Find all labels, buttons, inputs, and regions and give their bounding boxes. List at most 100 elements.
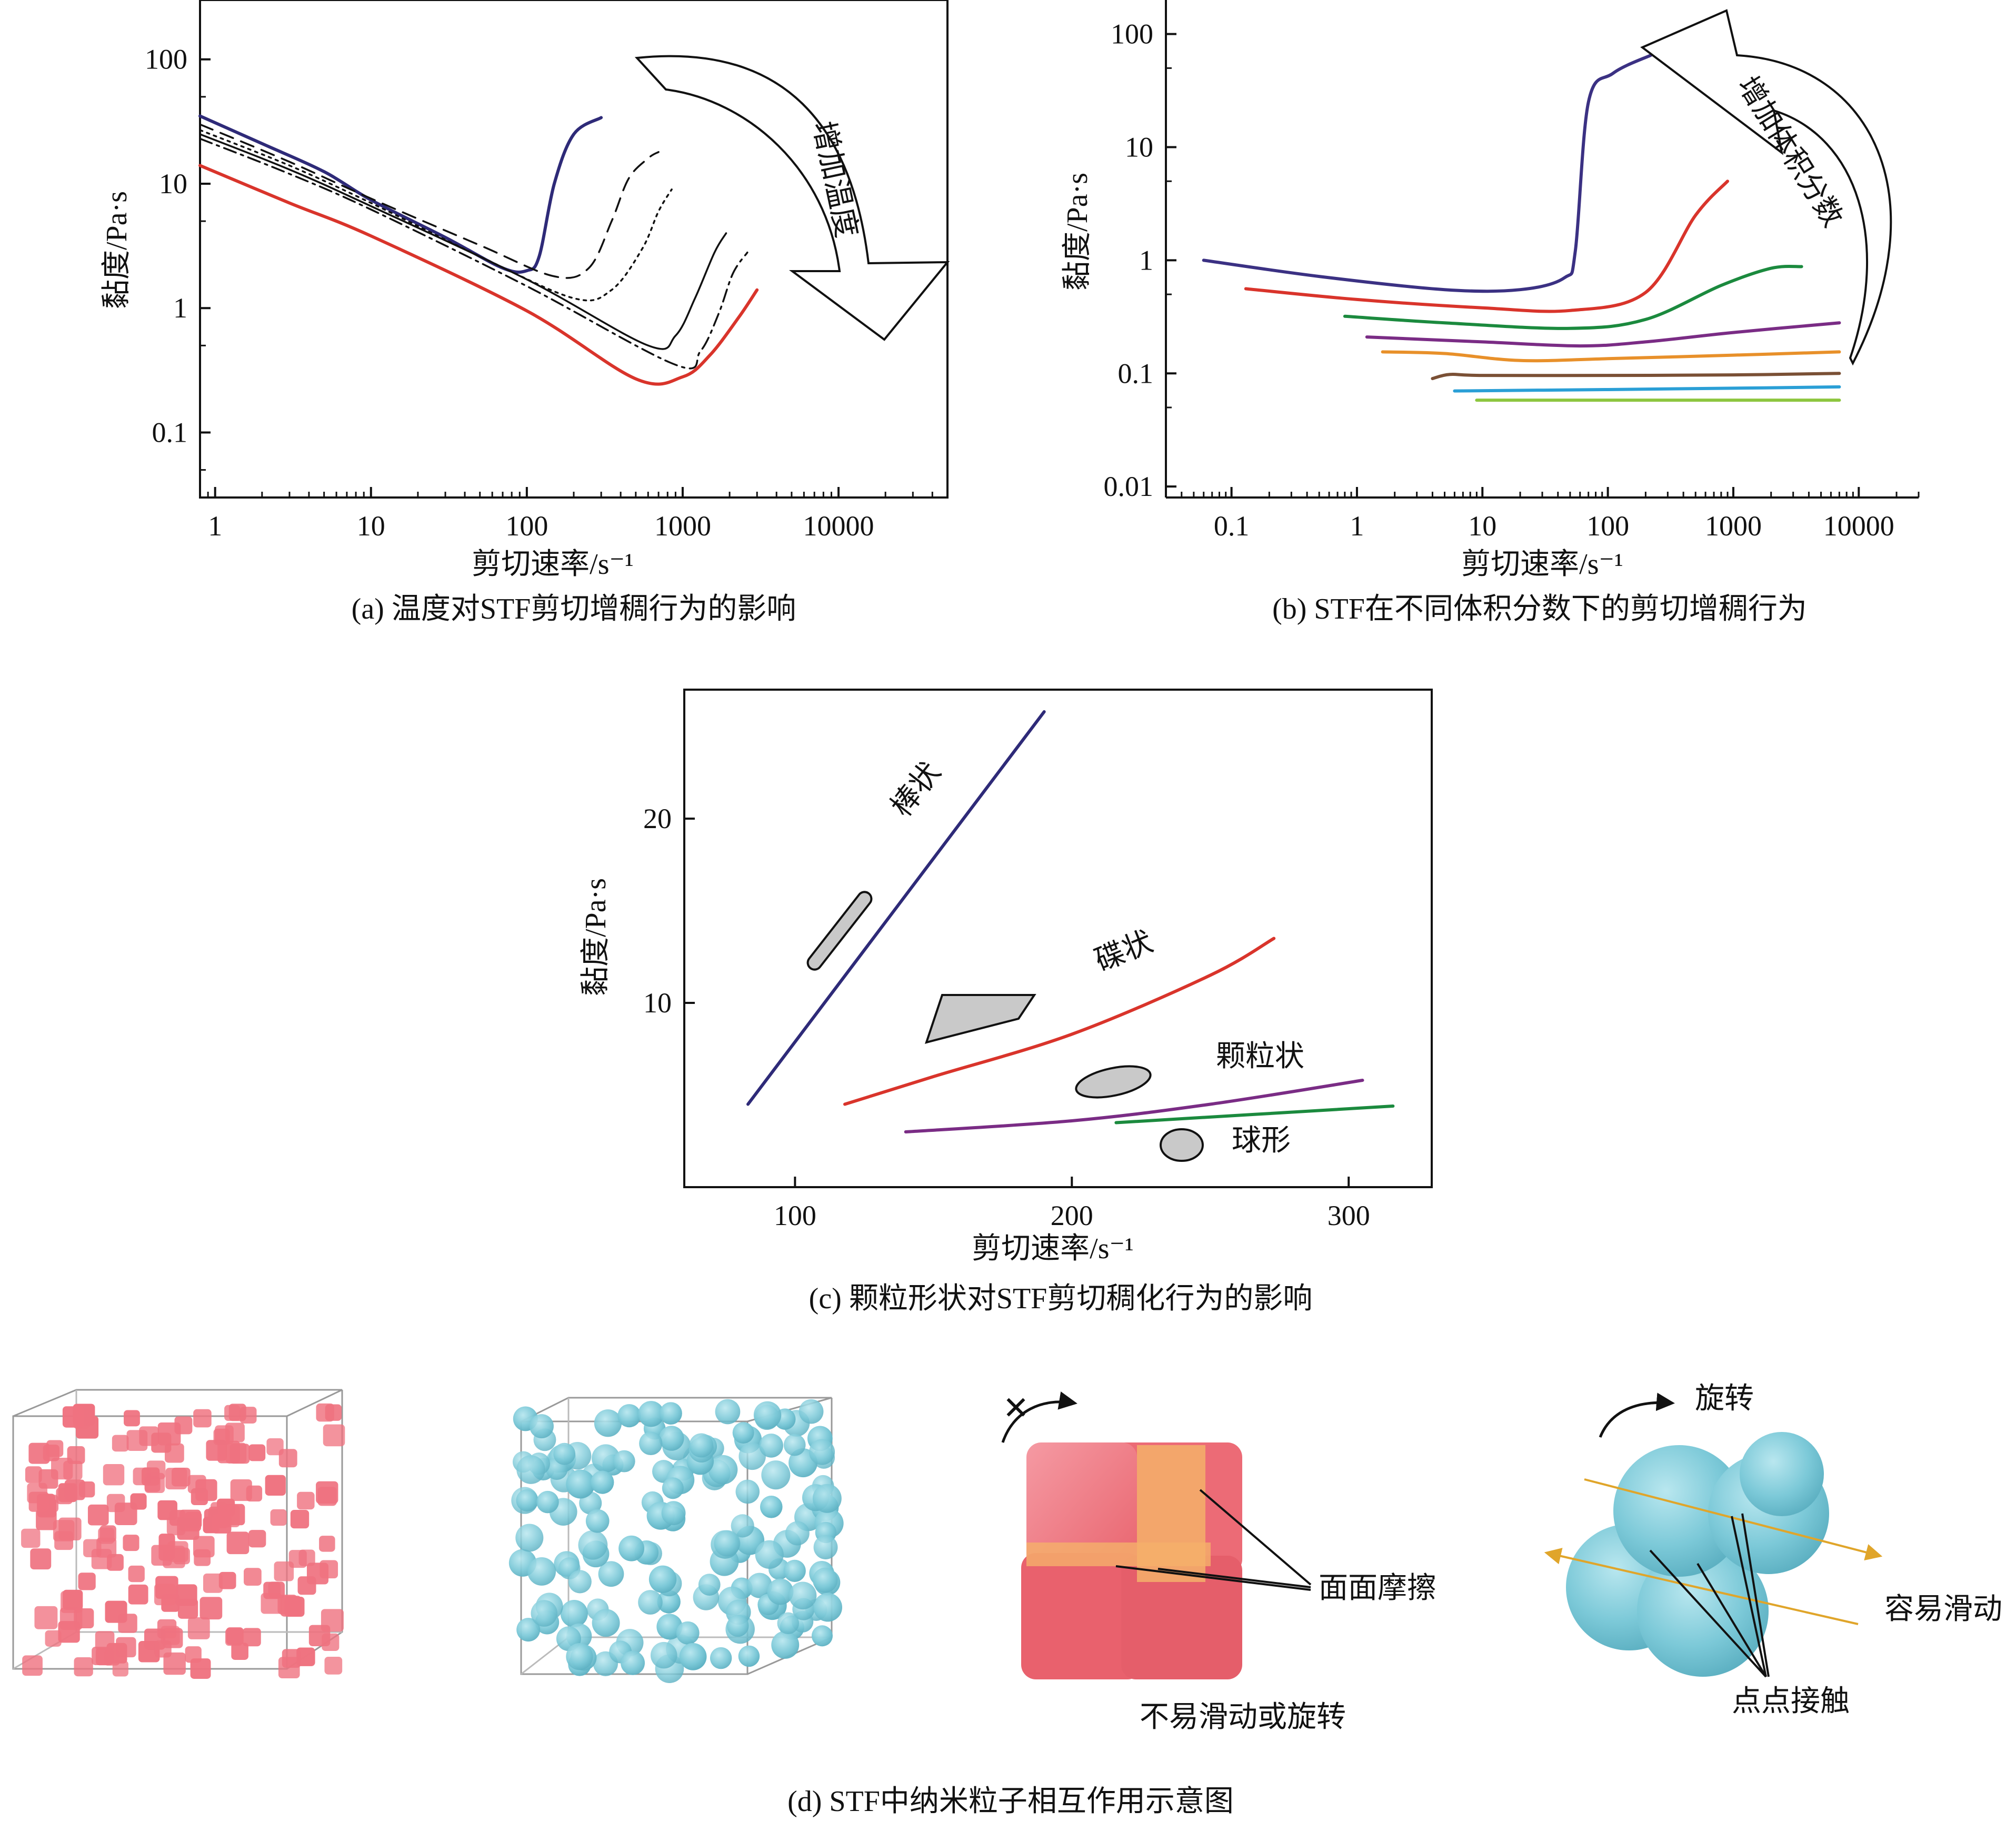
sphere-particle xyxy=(553,1442,576,1465)
sphere-particle xyxy=(799,1399,824,1424)
sphere-particle xyxy=(659,1426,684,1451)
sphere-particle-box xyxy=(508,1397,844,1683)
cube-particle xyxy=(128,1565,145,1583)
sphere-particle xyxy=(783,1434,806,1456)
cube-particle xyxy=(165,1468,187,1490)
panel-b-series-4 xyxy=(1365,321,1841,348)
cube-particle xyxy=(21,1528,41,1548)
cube-particle xyxy=(25,1466,42,1483)
cube-particle xyxy=(163,1652,186,1675)
sphere-particle xyxy=(592,1609,620,1637)
cube-particle xyxy=(112,1660,128,1677)
sphere-particle xyxy=(598,1561,624,1587)
cube-particle xyxy=(297,1576,316,1595)
sphere-particle xyxy=(516,1618,541,1642)
panel-c-x-tick-label: 300 xyxy=(1328,1200,1370,1231)
cube-particle xyxy=(320,1560,338,1579)
panel-a-x-tick-label: 1 xyxy=(208,510,222,542)
sphere-particle xyxy=(813,1593,842,1622)
cube-particle xyxy=(126,1430,148,1451)
panel-b-x-tick-label: 0.1 xyxy=(1214,510,1250,542)
sphere-particle xyxy=(726,1615,749,1637)
cube-particle xyxy=(193,1409,212,1428)
panel-c-series-2 xyxy=(843,937,1276,1106)
cube-particle xyxy=(58,1621,80,1643)
sphere-particle xyxy=(560,1600,588,1628)
cube-particle xyxy=(282,1649,301,1668)
panel-c-series-label: 颗粒状 xyxy=(1216,1040,1304,1073)
panel-a-series-5 xyxy=(199,137,748,370)
sphere-particle xyxy=(738,1442,766,1470)
sphere-particle xyxy=(761,1460,791,1490)
rotation-blocked-arrow xyxy=(1001,1391,1077,1443)
cube-particle xyxy=(87,1504,109,1526)
panel-b-caption: (b) STF在不同体积分数下的剪切增稠行为 xyxy=(1272,593,1807,625)
cube-particle xyxy=(74,1657,93,1677)
blocked-cross-icon: ✕ xyxy=(1003,1391,1029,1426)
cube-particle xyxy=(270,1509,287,1526)
sphere-particle xyxy=(531,1600,558,1627)
cube-particle xyxy=(28,1491,49,1512)
sphere-particle xyxy=(638,1590,663,1615)
volume-fraction-arrow xyxy=(1640,9,1892,366)
disc-shape-icon xyxy=(924,994,1036,1044)
panel-c-x-tick-label: 200 xyxy=(1051,1200,1093,1231)
sphere-particle xyxy=(656,1614,683,1640)
sphere-particle xyxy=(747,1573,773,1598)
panel-a-xlabel: 剪切速率/s⁻¹ xyxy=(472,548,634,581)
panel-a: 1 10 100 1000 10000 0.1 1 10 100 增加温度 剪切速率/s⁻¹ 黏… xyxy=(101,0,950,625)
cube-particle xyxy=(185,1646,202,1663)
cube-particle xyxy=(230,1479,252,1501)
cube-particle xyxy=(322,1633,340,1651)
sphere-particle xyxy=(585,1509,610,1533)
sphere-particle xyxy=(759,1434,783,1458)
cube-particle xyxy=(248,1444,266,1461)
panel-b-series-3 xyxy=(1343,264,1803,330)
cube-particle xyxy=(187,1617,210,1639)
cube-particle xyxy=(217,1440,240,1464)
cube-particle-box xyxy=(12,1389,345,1679)
cube-particle xyxy=(22,1655,43,1676)
sphere-particle xyxy=(811,1625,833,1647)
panel-a-series-4 xyxy=(199,133,727,350)
rotate-label: 旋转 xyxy=(1695,1382,1754,1415)
panel-b-arrow: 增加体积分数 xyxy=(1640,9,1892,366)
sphere-particle xyxy=(648,1565,677,1593)
cube-cluster: ✕ 面面摩擦 不易滑动或旋转 xyxy=(1001,1391,1436,1734)
sphere-particle xyxy=(650,1641,677,1669)
cube-particle xyxy=(226,1531,249,1555)
sphere-particle xyxy=(698,1574,721,1596)
panel-c-x-tick-label: 100 xyxy=(774,1200,816,1231)
cube-particle xyxy=(290,1509,310,1529)
cube-particle xyxy=(242,1628,261,1647)
sphere-particle xyxy=(527,1557,556,1586)
cube-particle xyxy=(106,1643,127,1664)
panel-c-series-4 xyxy=(1114,1104,1395,1125)
panel-d: ✕ 面面摩擦 不易滑动或旋转 旋转 xyxy=(12,1382,2002,1818)
cube-particle xyxy=(128,1584,148,1605)
rod-shape-icon xyxy=(806,891,873,971)
slide-arrow-lower xyxy=(1544,1548,1859,1625)
cube-particle xyxy=(34,1606,58,1629)
sphere-particle xyxy=(715,1399,741,1425)
sphere-particle xyxy=(529,1414,554,1439)
sphere-particle xyxy=(771,1630,800,1659)
panel-b-y-tick-label: 100 xyxy=(1111,18,1153,50)
cube-particle xyxy=(154,1584,176,1606)
sphere-particle xyxy=(755,1540,784,1569)
sphere-particle xyxy=(812,1484,842,1513)
cube-particle xyxy=(91,1549,112,1569)
panel-c-series-1 xyxy=(746,710,1046,1106)
panel-a-x-tick-label: 10000 xyxy=(803,510,874,542)
sphere-particle xyxy=(613,1450,635,1472)
cube-particle xyxy=(30,1548,52,1570)
easy-slide-label: 容易滑动 xyxy=(1884,1593,2002,1626)
cube-particle xyxy=(199,1597,223,1620)
sphere-particle xyxy=(689,1433,714,1458)
sphere-particle xyxy=(760,1496,783,1518)
face-friction-label: 面面摩擦 xyxy=(1319,1572,1436,1605)
panel-b-y-tick-label: 10 xyxy=(1125,132,1153,163)
cube-particle xyxy=(45,1630,62,1647)
cube-particle xyxy=(225,1628,243,1646)
sphere-particle xyxy=(662,1477,684,1499)
